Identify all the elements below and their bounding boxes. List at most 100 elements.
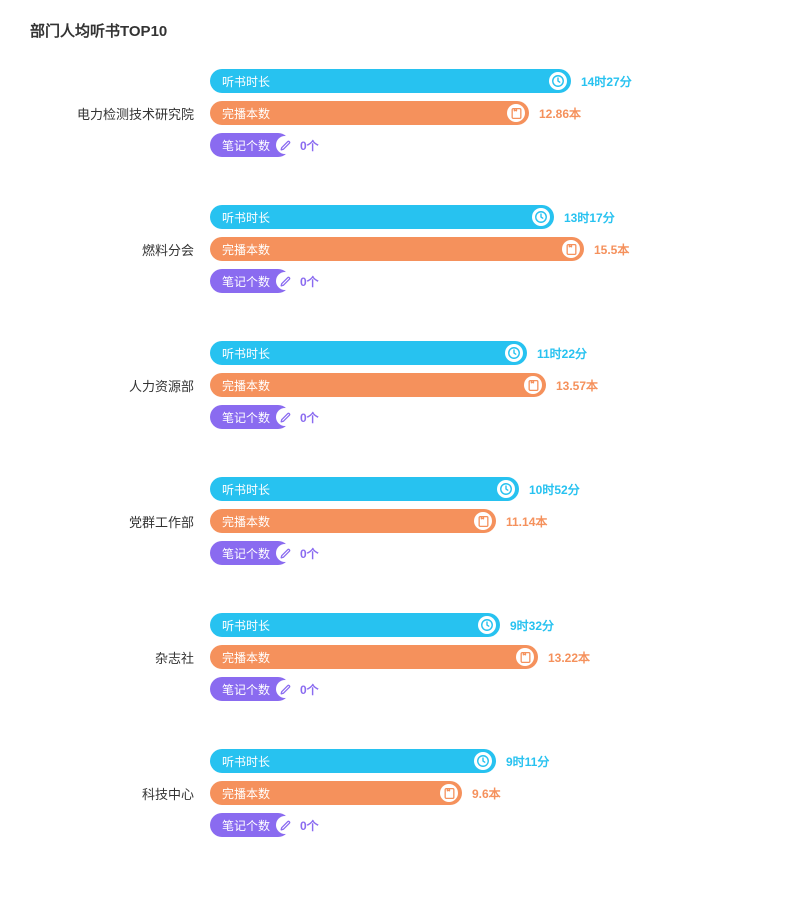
metric-row-listen: 听书时长 13时17分: [210, 205, 780, 229]
pen-icon: [276, 408, 294, 426]
dept-name-label: 电力检测技术研究院: [30, 69, 210, 157]
metric-bar-listen: 听书时长: [210, 477, 519, 501]
metric-bar-label: 笔记个数: [222, 545, 270, 562]
metric-row-finished: 完播本数 13.57本: [210, 373, 780, 397]
metric-bar-listen: 听书时长: [210, 69, 571, 93]
dept-block: 人力资源部听书时长 11时22分完播本数 13.57本笔记个数 0个: [30, 341, 780, 429]
metric-bar-notes: 笔记个数: [210, 541, 290, 565]
metric-bar-notes: 笔记个数: [210, 133, 290, 157]
metric-bar-finished: 完播本数: [210, 373, 546, 397]
metric-bar-label: 笔记个数: [222, 681, 270, 698]
metric-bar-finished: 完播本数: [210, 237, 584, 261]
clock-icon: [549, 72, 567, 90]
metric-bar-label: 听书时长: [222, 617, 270, 634]
metric-row-notes: 笔记个数 0个: [210, 813, 780, 837]
metric-value-finished: 13.22本: [548, 649, 590, 666]
metric-row-notes: 笔记个数 0个: [210, 405, 780, 429]
book-icon: [440, 784, 458, 802]
metric-bar-label: 完播本数: [222, 785, 270, 802]
metric-bar-label: 完播本数: [222, 513, 270, 530]
metric-bar-finished: 完播本数: [210, 509, 496, 533]
metric-value-listen: 9时11分: [506, 753, 549, 770]
clock-icon: [505, 344, 523, 362]
metric-row-notes: 笔记个数 0个: [210, 133, 780, 157]
metric-value-listen: 13时17分: [564, 209, 615, 226]
metric-value-notes: 0个: [300, 273, 319, 290]
metric-bar-finished: 完播本数: [210, 101, 529, 125]
dept-bars: 听书时长 11时22分完播本数 13.57本笔记个数 0个: [210, 341, 780, 429]
pen-icon: [276, 680, 294, 698]
metric-value-notes: 0个: [300, 817, 319, 834]
clock-icon: [478, 616, 496, 634]
metric-bar-label: 完播本数: [222, 241, 270, 258]
metric-value-listen: 9时32分: [510, 617, 554, 634]
dept-name-label: 人力资源部: [30, 341, 210, 429]
metric-value-notes: 0个: [300, 137, 319, 154]
dept-bars: 听书时长 10时52分完播本数 11.14本笔记个数 0个: [210, 477, 780, 565]
clock-icon: [532, 208, 550, 226]
metric-bar-listen: 听书时长: [210, 341, 527, 365]
metric-row-listen: 听书时长 14时27分: [210, 69, 780, 93]
metric-value-notes: 0个: [300, 681, 319, 698]
metric-bar-label: 完播本数: [222, 649, 270, 666]
metric-row-finished: 完播本数 13.22本: [210, 645, 780, 669]
dept-chart: 电力检测技术研究院听书时长14时27分完播本数12.86本笔记个数0个燃料分会听…: [30, 69, 780, 837]
metric-bar-label: 笔记个数: [222, 817, 270, 834]
metric-bar-label: 笔记个数: [222, 137, 270, 154]
metric-bar-label: 听书时长: [222, 73, 270, 90]
dept-name-label: 党群工作部: [30, 477, 210, 565]
pen-icon: [276, 272, 294, 290]
metric-row-listen: 听书时长 9时32分: [210, 613, 780, 637]
metric-row-finished: 完播本数 11.14本: [210, 509, 780, 533]
clock-icon: [474, 752, 492, 770]
metric-bar-listen: 听书时长: [210, 613, 500, 637]
metric-value-finished: 15.5本: [594, 241, 629, 258]
dept-bars: 听书时长 9时32分完播本数 13.22本笔记个数 0个: [210, 613, 780, 701]
book-icon: [474, 512, 492, 530]
metric-bar-notes: 笔记个数: [210, 269, 290, 293]
dept-name-label: 科技中心: [30, 749, 210, 837]
metric-value-finished: 13.57本: [556, 377, 598, 394]
metric-bar-listen: 听书时长: [210, 749, 496, 773]
metric-value-notes: 0个: [300, 545, 319, 562]
dept-block: 党群工作部听书时长 10时52分完播本数 11.14本笔记个数 0个: [30, 477, 780, 565]
metric-bar-label: 笔记个数: [222, 273, 270, 290]
book-icon: [516, 648, 534, 666]
dept-bars: 听书时长 14时27分完播本数12.86本笔记个数 0个: [210, 69, 780, 157]
metric-bar-notes: 笔记个数: [210, 677, 290, 701]
dept-block: 科技中心听书时长 9时11分完播本数 9.6本笔记个数 0个: [30, 749, 780, 837]
pen-icon: [276, 136, 294, 154]
metric-row-notes: 笔记个数 0个: [210, 269, 780, 293]
metric-bar-label: 听书时长: [222, 753, 270, 770]
pen-icon: [276, 816, 294, 834]
metric-value-listen: 11时22分: [537, 345, 587, 362]
metric-row-finished: 完播本数12.86本: [210, 101, 780, 125]
metric-bar-listen: 听书时长: [210, 205, 554, 229]
chart-title: 部门人均听书TOP10: [30, 20, 780, 41]
metric-bar-finished: 完播本数: [210, 781, 462, 805]
dept-block: 电力检测技术研究院听书时长 14时27分完播本数12.86本笔记个数 0个: [30, 69, 780, 157]
metric-row-listen: 听书时长 9时11分: [210, 749, 780, 773]
metric-row-listen: 听书时长 10时52分: [210, 477, 780, 501]
metric-bar-label: 听书时长: [222, 345, 270, 362]
book-icon: [507, 104, 525, 122]
metric-value-finished: 9.6本: [472, 785, 501, 802]
dept-block: 杂志社听书时长9时32分完播本数13.22本笔记个数0个: [30, 613, 780, 701]
metric-bar-label: 听书时长: [222, 481, 270, 498]
metric-row-finished: 完播本数 15.5本: [210, 237, 780, 261]
metric-value-finished: 11.14本: [506, 513, 547, 530]
metric-value-listen: 14时27分: [581, 73, 632, 90]
metric-bar-label: 完播本数: [222, 377, 270, 394]
metric-row-notes: 笔记个数 0个: [210, 541, 780, 565]
metric-bar-finished: 完播本数: [210, 645, 538, 669]
metric-row-listen: 听书时长 11时22分: [210, 341, 780, 365]
metric-bar-notes: 笔记个数: [210, 405, 290, 429]
dept-name-label: 燃料分会: [30, 205, 210, 293]
metric-bar-notes: 笔记个数: [210, 813, 290, 837]
dept-block: 燃料分会听书时长 13时17分完播本数 15.5本笔记个数 0个: [30, 205, 780, 293]
metric-value-listen: 10时52分: [529, 481, 580, 498]
metric-row-notes: 笔记个数 0个: [210, 677, 780, 701]
metric-value-notes: 0个: [300, 409, 319, 426]
metric-row-finished: 完播本数 9.6本: [210, 781, 780, 805]
book-icon: [562, 240, 580, 258]
